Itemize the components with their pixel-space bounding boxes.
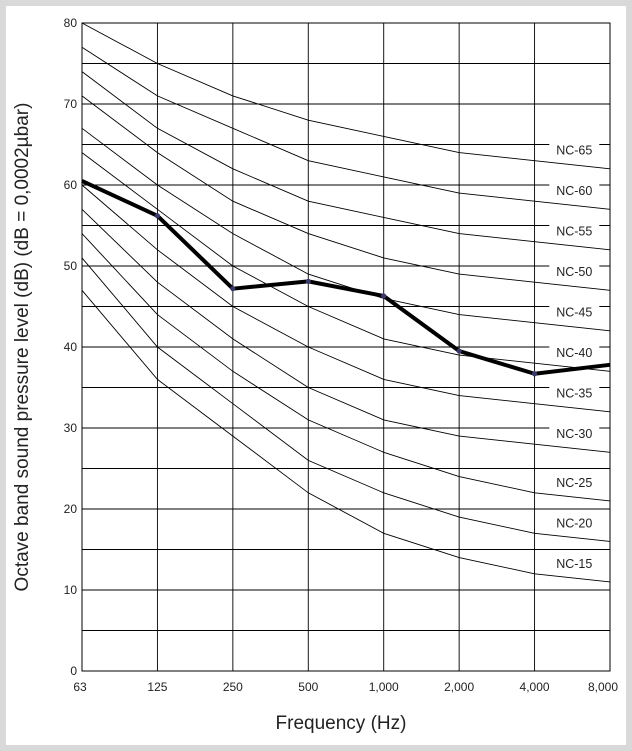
x-tick-label: 500	[298, 680, 318, 694]
nc-label: NC-30	[556, 427, 592, 441]
y-tick-label: 30	[64, 421, 78, 435]
nc-label-bg	[549, 385, 600, 402]
nc-curve	[81, 71, 611, 251]
nc-curve	[81, 152, 611, 372]
nc-label-bg	[549, 425, 600, 442]
chart-frame: NC-65 NC-60 NC-55 NC-50 NC-45 NC-40 NC-35 NC-30…	[6, 6, 626, 745]
measured-line	[81, 179, 611, 376]
nc-label: NC-15	[556, 557, 592, 571]
data-point	[381, 293, 387, 299]
data-point	[456, 348, 462, 354]
nc-label: NC-25	[556, 476, 592, 490]
nc-curve	[81, 208, 611, 453]
nc-label-bg	[549, 514, 600, 531]
x-tick-label: 250	[223, 680, 243, 694]
nc-curve	[81, 127, 611, 332]
y-tick-label: 80	[64, 16, 78, 30]
nc-label-bg	[549, 223, 600, 240]
y-tick-label: 20	[64, 502, 78, 516]
nc-label-bg	[549, 304, 600, 321]
axis-ticks: 0 10 20 30 40 50 60 70 80 63 125 250 500 1,000 2,000 4,…	[64, 16, 619, 694]
x-tick-label: 1,000	[369, 680, 399, 694]
nc-curve	[81, 257, 611, 542]
nc-label-bg	[549, 142, 600, 159]
y-tick-label: 50	[64, 259, 78, 273]
nc-curve	[81, 46, 611, 210]
y-tick-label: 60	[64, 178, 78, 192]
x-tick-label: 63	[73, 680, 87, 694]
x-tick-label: 4,000	[520, 680, 550, 694]
data-point	[305, 278, 311, 284]
nc-label-bg	[549, 182, 600, 199]
x-axis-title: Frequency (Hz)	[276, 713, 407, 734]
measured-series	[81, 179, 611, 377]
plot-border	[81, 22, 611, 672]
y-tick-label: 70	[64, 97, 78, 111]
data-point	[154, 213, 161, 219]
nc-label-bg	[549, 263, 600, 280]
x-tick-label: 2,000	[444, 680, 474, 694]
data-point	[531, 371, 538, 377]
nc-curve	[81, 233, 611, 502]
nc-label: NC-60	[556, 184, 592, 198]
nc-label: NC-40	[556, 346, 592, 360]
y-axis-title: Octave band sound pressure level (dB) (d…	[12, 103, 33, 592]
nc-label-bg	[549, 344, 600, 361]
nc-label-bg	[549, 474, 600, 491]
nc-label: NC-20	[556, 516, 592, 530]
y-tick-label: 0	[70, 664, 77, 678]
nc-chart: NC-65 NC-60 NC-55 NC-50 NC-45 NC-40 NC-35 NC-30…	[12, 16, 619, 734]
y-tick-label: 40	[64, 340, 78, 354]
grid	[82, 23, 610, 671]
data-point	[230, 286, 236, 292]
x-tick-label: 8,000	[588, 680, 618, 694]
y-tick-label: 10	[64, 583, 78, 597]
nc-curve	[81, 22, 611, 170]
nc-curve	[81, 290, 611, 583]
nc-label-bg	[549, 555, 600, 572]
nc-label: NC-45	[556, 306, 592, 320]
nc-curve	[81, 95, 611, 291]
nc-label: NC-55	[556, 225, 592, 239]
nc-curves: NC-65 NC-60 NC-55 NC-50 NC-45 NC-40 NC-35 NC-30…	[81, 22, 611, 583]
nc-label: NC-35	[556, 387, 592, 401]
x-tick-label: 125	[147, 680, 167, 694]
nc-curve	[81, 184, 611, 413]
nc-label: NC-50	[556, 265, 592, 279]
nc-label: NC-65	[556, 144, 592, 158]
